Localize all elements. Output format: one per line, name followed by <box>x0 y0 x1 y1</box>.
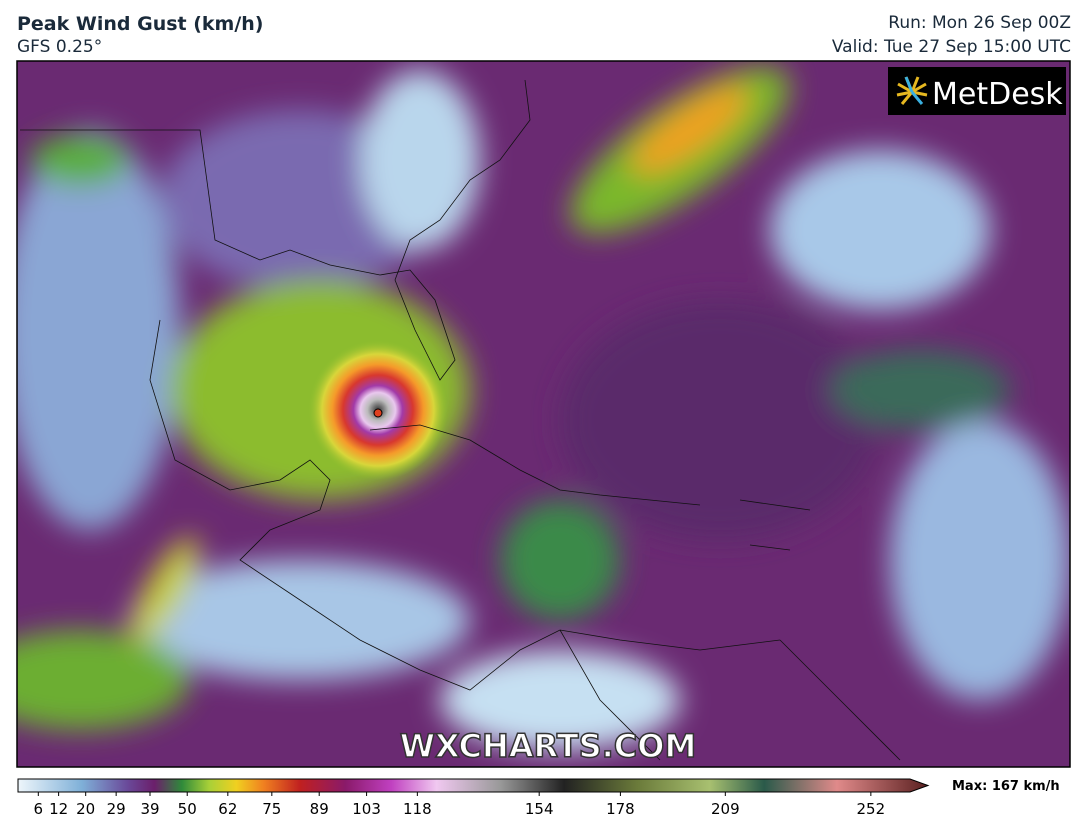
wind-field: WXCHARTS.COM MetDesk <box>17 61 1070 767</box>
tick-label: 12 <box>49 800 68 818</box>
tick-label: 20 <box>76 800 95 818</box>
map-frame <box>16 60 1071 768</box>
tick-label: 50 <box>178 800 197 818</box>
title: Peak Wind Gust (km/h) <box>17 13 264 35</box>
tick-label: 29 <box>107 800 126 818</box>
valid-time: Valid: Tue 27 Sep 15:00 UTC <box>831 37 1071 57</box>
tick-label: 6 <box>34 800 44 818</box>
tick-label: 89 <box>310 800 329 818</box>
logo-icon <box>896 76 928 105</box>
tick-label: 39 <box>140 800 159 818</box>
run-time: Run: Mon 26 Sep 00Z <box>888 13 1071 33</box>
tick-label: 178 <box>606 800 635 818</box>
tick-label: 118 <box>403 800 432 818</box>
tick-label: 75 <box>262 800 281 818</box>
tick-label: 209 <box>711 800 740 818</box>
colorbar: 6 12 20 29 39 50 62 75 89 103 118 154 178 209 252 <box>17 778 930 818</box>
tick-label: 154 <box>525 800 554 818</box>
tick-label: 252 <box>857 800 886 818</box>
logo: MetDesk <box>932 77 1063 112</box>
coastlines <box>20 79 901 761</box>
logo-box <box>888 67 1066 115</box>
tick-label: 103 <box>352 800 381 818</box>
watermark: WXCHARTS.COM <box>400 727 697 765</box>
max-label: Max: 167 km/h <box>952 779 1060 794</box>
tick-label: 62 <box>218 800 237 818</box>
subtitle: GFS 0.25° <box>17 37 103 57</box>
